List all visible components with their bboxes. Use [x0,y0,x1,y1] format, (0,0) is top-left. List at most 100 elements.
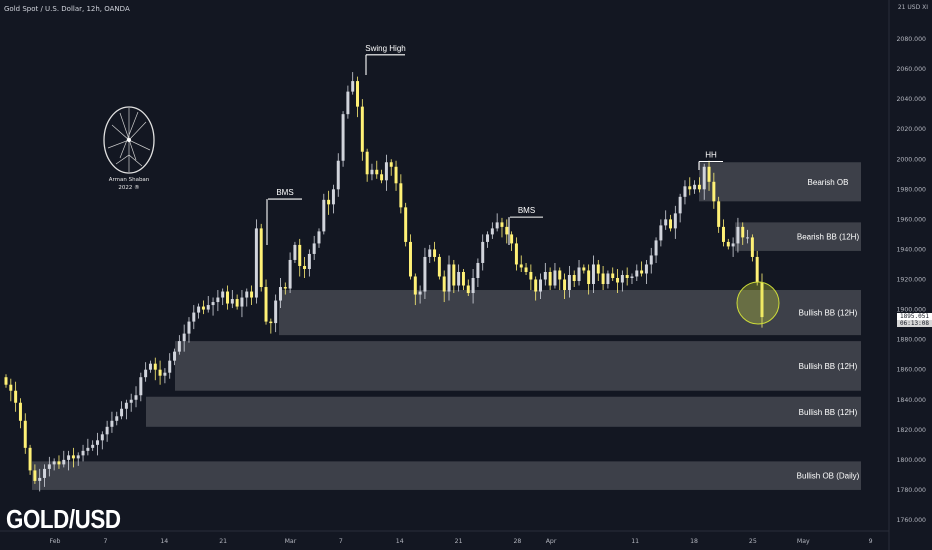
candle-body [322,199,326,232]
zone-label: Bullish BB (12H) [799,408,858,417]
candle-body [384,162,388,181]
time-tick-label: May [797,538,810,545]
chart-title: Gold Spot / U.S. Dollar, 12h, OANDA [4,5,130,13]
candle-body [52,461,56,465]
brain-logo [103,106,155,174]
candle-body [18,402,22,421]
price-tick-label: 1760.000 [896,517,926,524]
candle-body [298,244,302,266]
candle-body [707,166,711,182]
candle-body [616,277,620,283]
candle-body [486,234,490,242]
zone-box [735,222,861,251]
candle-body [356,81,360,107]
candle-body [230,299,234,304]
price-tick-label: 2020.000 [896,126,926,133]
candle-body [683,186,687,197]
time-tick-label: 14 [396,538,404,545]
price-tick-label: 2040.000 [896,96,926,103]
candle-body [423,256,427,292]
candle-body [62,459,66,465]
time-tick-label: Apr [546,538,557,545]
candle-body [635,270,639,277]
time-tick-label: 7 [103,538,107,545]
candle-body [163,372,167,376]
candle-body [110,420,114,427]
candle-body [741,226,745,238]
time-tick-label: 21 [219,538,227,545]
candle-body [307,253,311,269]
currency-label[interactable]: 21 USD XI [897,4,928,11]
time-tick-label: 9 [869,538,873,545]
time-tick-label: 25 [749,538,757,545]
symbol-label: GOLD/USD [6,504,121,534]
time-axis: Feb 7 14 21 Mar 7 14 21 28 Apr 11 18 25 May 9 [0,530,889,545]
candle-body [495,222,499,229]
time-tick-label: 7 [339,538,343,545]
candle-body [553,270,557,286]
candle-body [293,244,297,260]
candle-body [221,291,225,298]
price-tick-label: 1920.000 [896,277,926,284]
candle-body [283,287,287,289]
candle-body [659,225,663,241]
candle-body [519,264,523,268]
candle-body [351,81,355,92]
candle-body [611,273,615,278]
candle-body [534,279,538,292]
candle-body [399,183,403,208]
candle-body [303,265,307,269]
candle-body [173,351,177,361]
candle-body [413,276,417,295]
candle-body [630,276,634,278]
candle-body [148,363,152,370]
candle-body [582,267,586,271]
candle-body [678,196,682,214]
zone-label: Bearish BB (12H) [797,233,860,242]
candle-body [514,243,518,265]
annotations-layer: Swing High BMS BMS HH [266,44,780,325]
candle-body [259,228,263,288]
time-tick-label: 18 [690,538,698,545]
candle-body [115,416,119,421]
candle-body [317,231,321,244]
candle-body [510,234,514,244]
highlight-circle [736,281,780,325]
candle-body [712,181,716,202]
candle-body [360,106,364,152]
time-tick-label: Mar [285,538,297,545]
candle-body [28,447,32,471]
candle-body [601,273,605,285]
candle-body [86,447,90,451]
price-tick-label: 1780.000 [896,487,926,494]
candle-body [702,166,706,190]
candle-body [197,306,201,313]
candle-body [577,267,581,282]
annotation-label: BMS [276,188,293,197]
price-tick-label: 1880.000 [896,337,926,344]
candle-body [264,287,268,322]
candle-body [100,434,104,441]
price-tick-label: 1800.000 [896,457,926,464]
candle-body [250,291,254,298]
candle-body [688,186,692,190]
countdown-tag: 06:13:08 [897,320,932,327]
candle-body [120,408,124,417]
candle-body [288,259,292,289]
candle-body [442,276,446,292]
candle-body [327,199,331,205]
candle-body [548,271,552,286]
brain-node-icon [127,138,131,142]
candle-body [254,228,258,298]
candle-body [4,377,8,385]
candle-body [124,402,128,409]
candle-body [375,169,379,175]
time-tick-label: 21 [455,538,463,545]
candle-body [524,267,528,272]
candle-body [452,264,456,286]
candle-body [129,399,133,403]
candle-body [563,279,567,291]
zone-box [146,396,861,427]
